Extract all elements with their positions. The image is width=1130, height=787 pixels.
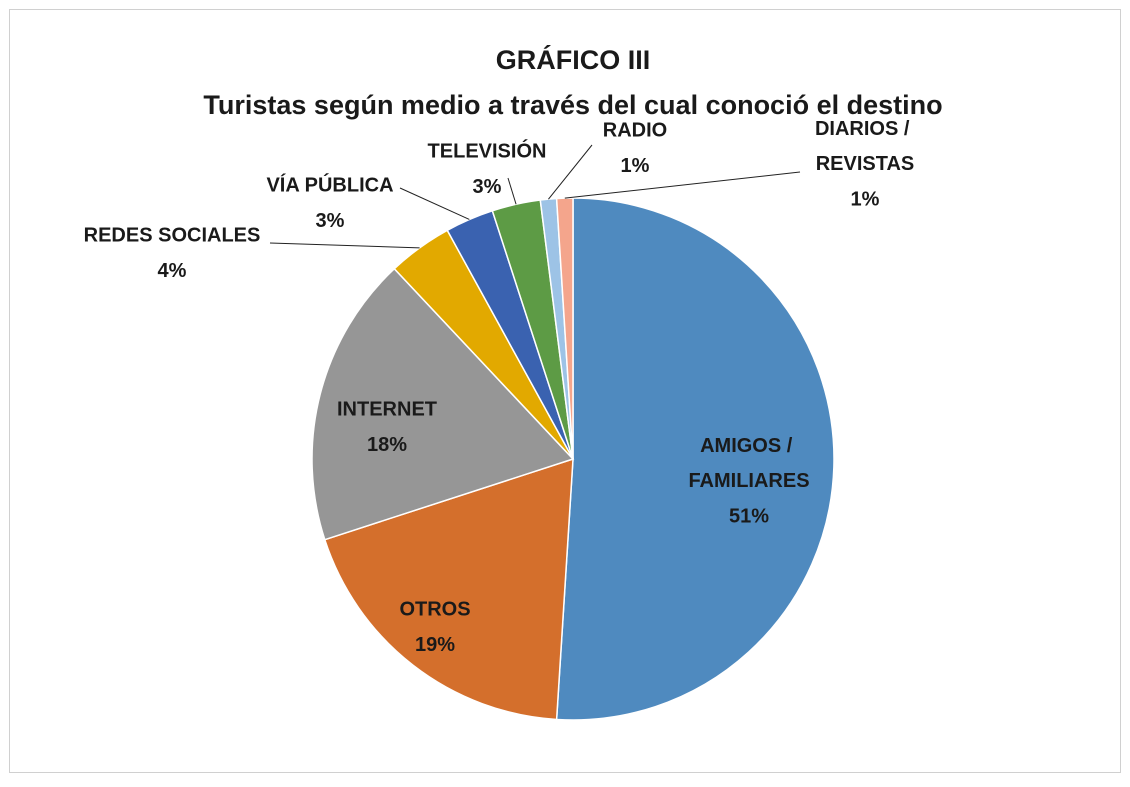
leader-line	[399, 187, 470, 220]
slice-value-label: 4%	[158, 260, 187, 282]
label-line: OTROS	[399, 599, 470, 621]
label-line: RADIO	[603, 120, 667, 142]
label-line: REVISTAS	[816, 153, 915, 175]
pie-slice	[555, 197, 835, 721]
slice-category-label: VÍA PÚBLICA	[266, 173, 393, 197]
slice-value-label: 18%	[367, 434, 407, 456]
slice-category-label: OTROS	[399, 599, 470, 621]
slice-category-label: INTERNET	[337, 399, 437, 421]
chart-subtitle: Turistas según medio a través del cual c…	[203, 90, 942, 120]
slice-category-label: AMIGOS / FAMILIARES	[688, 435, 809, 492]
label-line: VÍA PÚBLICA	[266, 173, 393, 197]
slice-value-label: 51%	[729, 505, 769, 527]
label-line: TELEVISIÓN	[428, 139, 547, 163]
slice-category-label: RADIO	[603, 120, 667, 142]
leader-line	[507, 177, 517, 205]
leader-line	[564, 171, 801, 199]
slice-value-label: 1%	[851, 188, 880, 210]
label-line: DIARIOS /	[815, 118, 915, 140]
label-line: AMIGOS /	[700, 435, 798, 457]
pie-slice	[311, 267, 575, 541]
leader-line	[548, 144, 593, 200]
slice-category-label: TELEVISIÓN	[428, 139, 547, 163]
label-line: REDES SOCIALES	[84, 225, 261, 247]
slice-value-label: 3%	[316, 210, 345, 232]
pie-slice	[323, 457, 574, 721]
slice-value-label: 3%	[473, 176, 502, 198]
label-line: FAMILIARES	[688, 470, 809, 492]
slice-category-label: REDES SOCIALES	[84, 225, 261, 247]
label-line: INTERNET	[337, 399, 437, 421]
leader-line	[269, 242, 420, 249]
slice-category-label: DIARIOS / REVISTAS	[815, 118, 915, 175]
chart-title: GRÁFICO III	[496, 44, 651, 75]
slice-value-label: 1%	[621, 155, 650, 177]
slice-value-label: 19%	[415, 634, 455, 656]
